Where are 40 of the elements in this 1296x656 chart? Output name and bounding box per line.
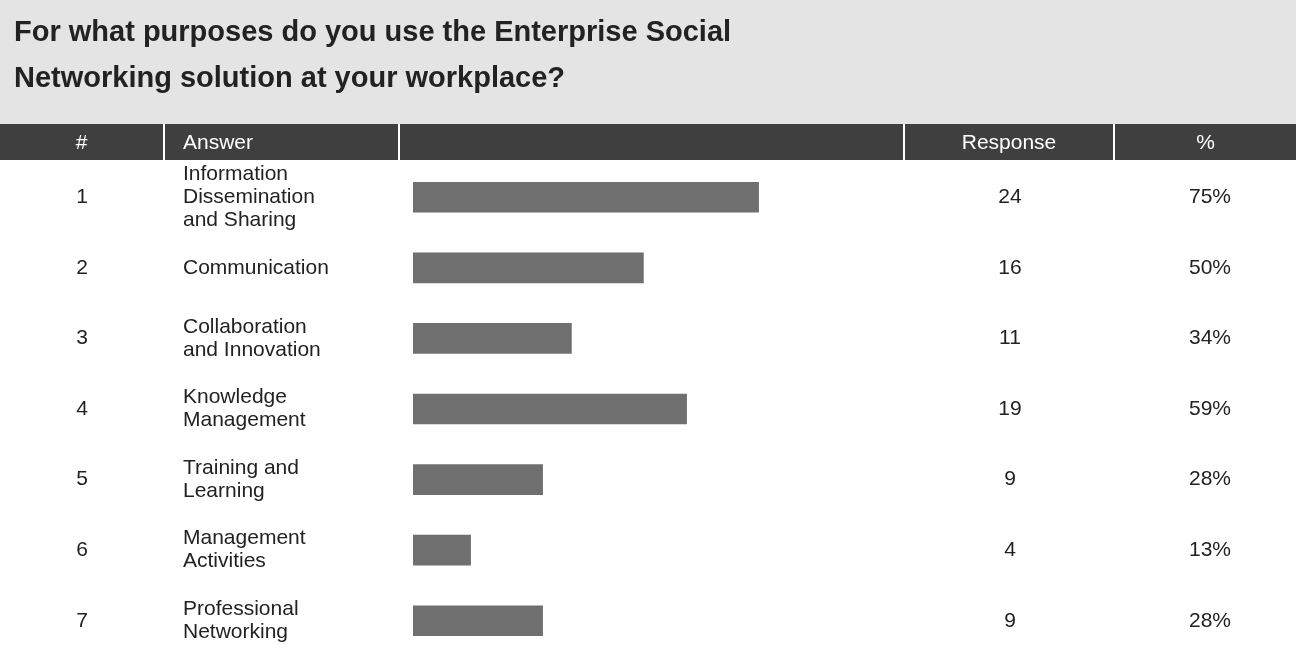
text: 6 (76, 536, 88, 560)
y-tick-label: Professional Networking (183, 596, 299, 643)
text: 5 (76, 466, 88, 490)
bar (413, 464, 543, 495)
y-tick-label: Training and Learning (183, 454, 299, 501)
bar (413, 252, 644, 284)
text: Answer (165, 124, 400, 160)
text: 1 (76, 184, 88, 208)
y-tick-label: Information Dissemination and Sharing (183, 161, 315, 231)
bar (413, 605, 543, 637)
y-tick-label: Collaboration and Innovation (183, 313, 321, 360)
y-tick-label: Communication (183, 254, 329, 278)
chart-title: For what purposes do you use the Enterprise Social Networking solution at your workplace? (14, 14, 733, 95)
y-tick-label: Management Activities (183, 525, 306, 572)
data-label: 16 (998, 254, 1022, 278)
text: 28% (1188, 466, 1232, 490)
text: Response (905, 124, 1115, 160)
data-label: 24 (998, 184, 1022, 208)
data-label: 9 (1004, 607, 1016, 631)
bar (413, 534, 471, 566)
bar (413, 393, 687, 425)
text: # (0, 124, 165, 160)
data-label: 9 (1004, 466, 1016, 490)
data-label: 11 (999, 325, 1021, 349)
data-label: 19 (998, 395, 1022, 419)
text: % (1195, 129, 1216, 155)
text: 28% (1188, 607, 1232, 631)
text: 75% (1188, 184, 1232, 208)
text: 3 (76, 325, 88, 349)
bar (413, 323, 572, 354)
text: 7 (76, 607, 88, 631)
text: 4 (76, 395, 89, 419)
text: 2 (76, 254, 88, 278)
data-label: 4 (1004, 536, 1017, 560)
text: 13% (1188, 536, 1232, 560)
text: 34% (1188, 325, 1232, 349)
bar (413, 181, 759, 213)
y-tick-label: Knowledge Management (183, 384, 306, 431)
text: 59% (1188, 395, 1232, 419)
text: 50% (1188, 254, 1232, 278)
